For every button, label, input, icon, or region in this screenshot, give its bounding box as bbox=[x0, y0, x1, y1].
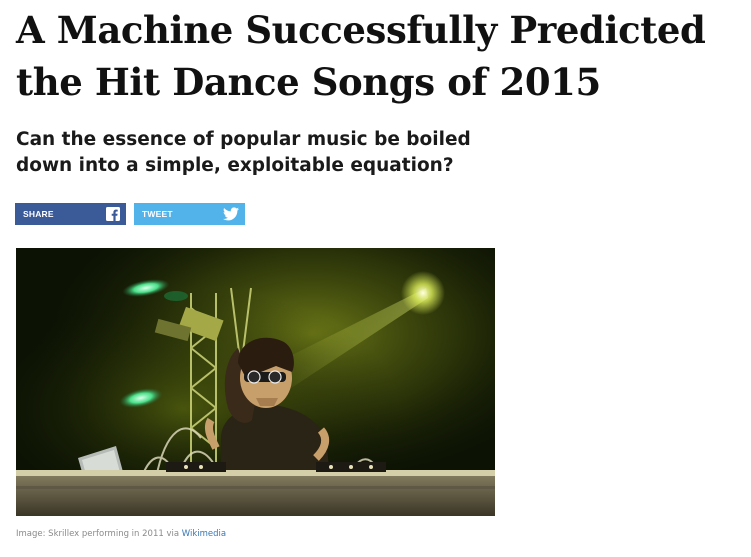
facebook-share-label: SHARE bbox=[23, 209, 54, 219]
twitter-share-button[interactable]: TWEET bbox=[134, 203, 245, 225]
twitter-bird-icon bbox=[223, 207, 239, 221]
photo-caption: Image: Skrillex performing in 2011 via W… bbox=[16, 529, 226, 539]
caption-source-link[interactable]: Wikimedia bbox=[181, 529, 227, 539]
facebook-icon bbox=[106, 207, 120, 221]
facebook-share-button[interactable]: SHARE bbox=[15, 203, 126, 225]
article-photo bbox=[16, 248, 495, 516]
dek-line-2: down into a simple, exploitable equation… bbox=[16, 155, 454, 176]
headline-line-1: A Machine Successfully Predicted bbox=[16, 8, 706, 52]
dek-line-1: Can the essence of popular music be boil… bbox=[16, 129, 471, 150]
article-headline: A Machine Successfully Predicted the Hit… bbox=[16, 4, 751, 108]
caption-text: Image: Skrillex performing in 2011 via bbox=[16, 529, 180, 539]
headline-line-2: the Hit Dance Songs of 2015 bbox=[16, 60, 601, 104]
article-dek: Can the essence of popular music be boil… bbox=[16, 127, 536, 179]
twitter-share-label: TWEET bbox=[142, 209, 173, 219]
